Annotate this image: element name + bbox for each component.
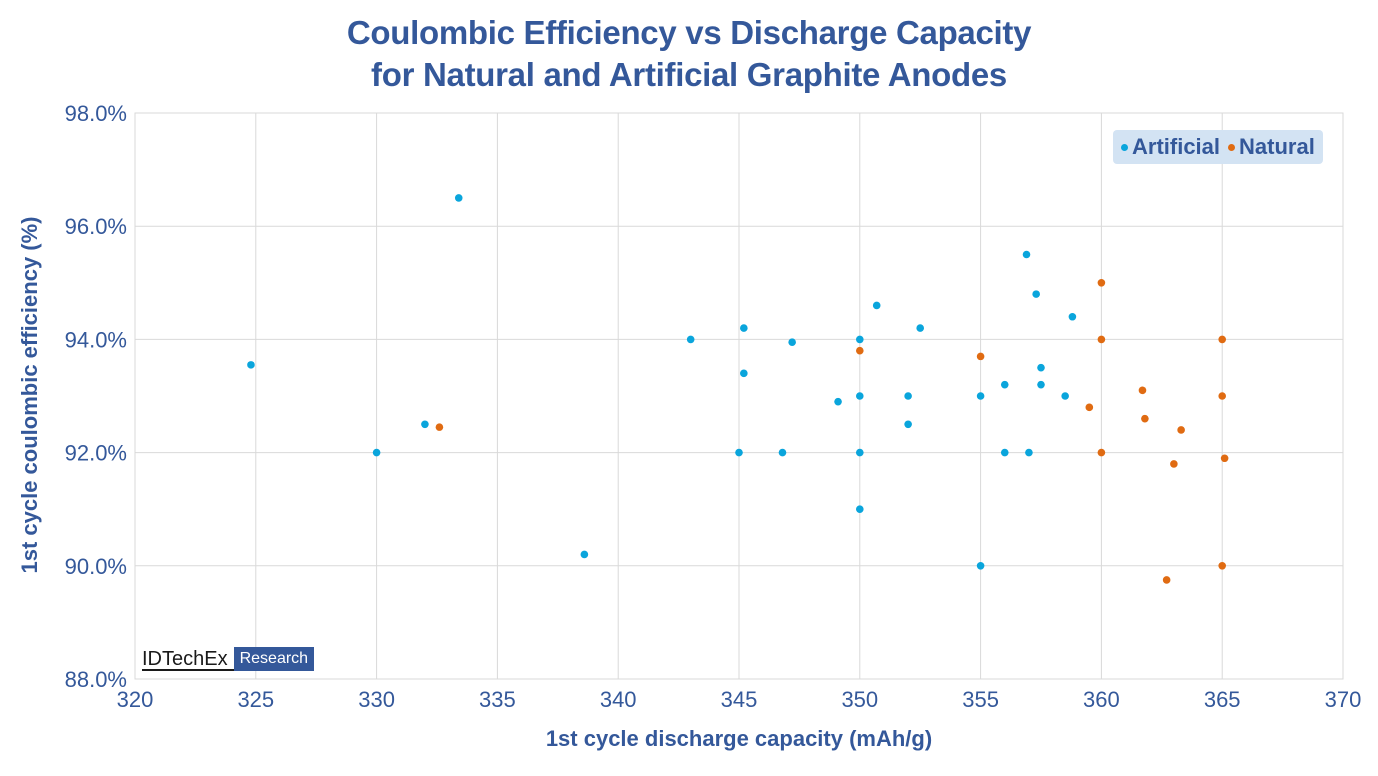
point-artificial[interactable] — [976, 562, 985, 570]
point-artificial[interactable] — [834, 397, 842, 406]
point-artificial[interactable] — [1037, 380, 1045, 389]
point-natural[interactable] — [1177, 426, 1185, 434]
point-artificial[interactable] — [740, 324, 748, 332]
point-artificial[interactable] — [1068, 312, 1077, 321]
y-tick-label: 90.0% — [65, 554, 127, 579]
x-tick-label: 340 — [600, 687, 637, 712]
point-natural[interactable] — [976, 352, 985, 361]
x-tick-label: 320 — [117, 687, 154, 712]
x-tick-label: 370 — [1325, 687, 1362, 712]
point-artificial[interactable] — [856, 335, 864, 344]
legend-label-artificial: Artificial — [1132, 134, 1221, 159]
point-artificial[interactable] — [788, 338, 796, 347]
x-tick-label: 325 — [237, 687, 274, 712]
point-artificial[interactable] — [372, 448, 381, 457]
logo-main-text: IDTechEx — [142, 647, 234, 671]
point-natural[interactable] — [1097, 335, 1106, 344]
point-artificial[interactable] — [1037, 363, 1045, 372]
point-artificial[interactable] — [976, 392, 985, 400]
y-tick-label: 94.0% — [65, 327, 127, 352]
point-artificial[interactable] — [916, 324, 924, 332]
point-artificial[interactable] — [904, 392, 912, 400]
chart-title-line-2: for Natural and Artificial Graphite Anod… — [371, 56, 1007, 93]
point-artificial[interactable] — [1061, 392, 1069, 400]
point-artificial[interactable] — [686, 335, 695, 344]
point-natural[interactable] — [1138, 386, 1147, 395]
point-artificial[interactable] — [1000, 448, 1009, 457]
y-tick-label: 92.0% — [65, 441, 127, 466]
point-artificial[interactable] — [1022, 250, 1031, 259]
x-tick-label: 360 — [1083, 687, 1120, 712]
legend: Artificial Natural — [1113, 130, 1323, 164]
point-artificial[interactable] — [872, 301, 881, 310]
point-artificial[interactable] — [1025, 448, 1033, 457]
logo-sub-text: Research — [233, 647, 315, 671]
point-natural[interactable] — [1218, 392, 1226, 400]
legend-marker-artificial — [1121, 143, 1128, 151]
point-artificial[interactable] — [740, 369, 748, 378]
chart-title-line-1: Coulombic Efficiency vs Discharge Capaci… — [346, 14, 1032, 51]
point-natural[interactable] — [1162, 576, 1171, 584]
y-tick-label: 96.0% — [65, 214, 127, 239]
point-natural[interactable] — [1170, 460, 1178, 468]
point-natural[interactable] — [1220, 454, 1229, 463]
point-artificial[interactable] — [904, 420, 912, 429]
legend-item-natural[interactable]: Natural — [1228, 134, 1315, 160]
legend-item-artificial[interactable]: Artificial — [1121, 134, 1220, 160]
y-axis-title: 1st cycle coulombic efficiency (%) — [17, 216, 42, 574]
point-artificial[interactable] — [421, 420, 429, 429]
point-artificial[interactable] — [856, 505, 864, 513]
point-natural[interactable] — [1218, 335, 1226, 344]
axes: 320 325 330 335 340 345 350 355 360 365 370 88.0% 90… — [65, 101, 1362, 712]
x-tick-label: 350 — [841, 687, 878, 712]
point-natural[interactable] — [1218, 562, 1226, 570]
point-artificial[interactable] — [856, 448, 864, 457]
y-tick-label: 98.0% — [65, 101, 127, 126]
idtechex-logo: IDTechEx Research — [142, 647, 315, 671]
point-artificial[interactable] — [247, 361, 255, 369]
point-artificial[interactable] — [1000, 380, 1009, 389]
x-tick-label: 330 — [358, 687, 395, 712]
point-artificial[interactable] — [856, 392, 864, 400]
x-tick-label: 345 — [721, 687, 758, 712]
y-tick-label: 88.0% — [65, 667, 127, 692]
point-natural[interactable] — [435, 423, 444, 431]
data-points — [247, 194, 1229, 584]
x-tick-label: 365 — [1204, 687, 1241, 712]
point-natural[interactable] — [1141, 414, 1149, 423]
legend-marker-natural — [1228, 143, 1236, 151]
x-axis-title: 1st cycle discharge capacity (mAh/g) — [545, 726, 933, 751]
point-artificial[interactable] — [1032, 290, 1040, 298]
point-natural[interactable] — [856, 346, 864, 355]
grid-lines — [134, 112, 1344, 680]
point-artificial[interactable] — [778, 448, 787, 457]
legend-label-natural: Natural — [1239, 134, 1315, 159]
point-natural[interactable] — [1097, 279, 1106, 287]
point-natural[interactable] — [1085, 403, 1094, 412]
point-artificial[interactable] — [580, 550, 589, 559]
x-tick-label: 335 — [479, 687, 516, 712]
point-natural[interactable] — [1097, 448, 1106, 457]
x-tick-label: 355 — [962, 687, 999, 712]
point-artificial[interactable] — [735, 448, 743, 457]
point-artificial[interactable] — [454, 194, 463, 202]
